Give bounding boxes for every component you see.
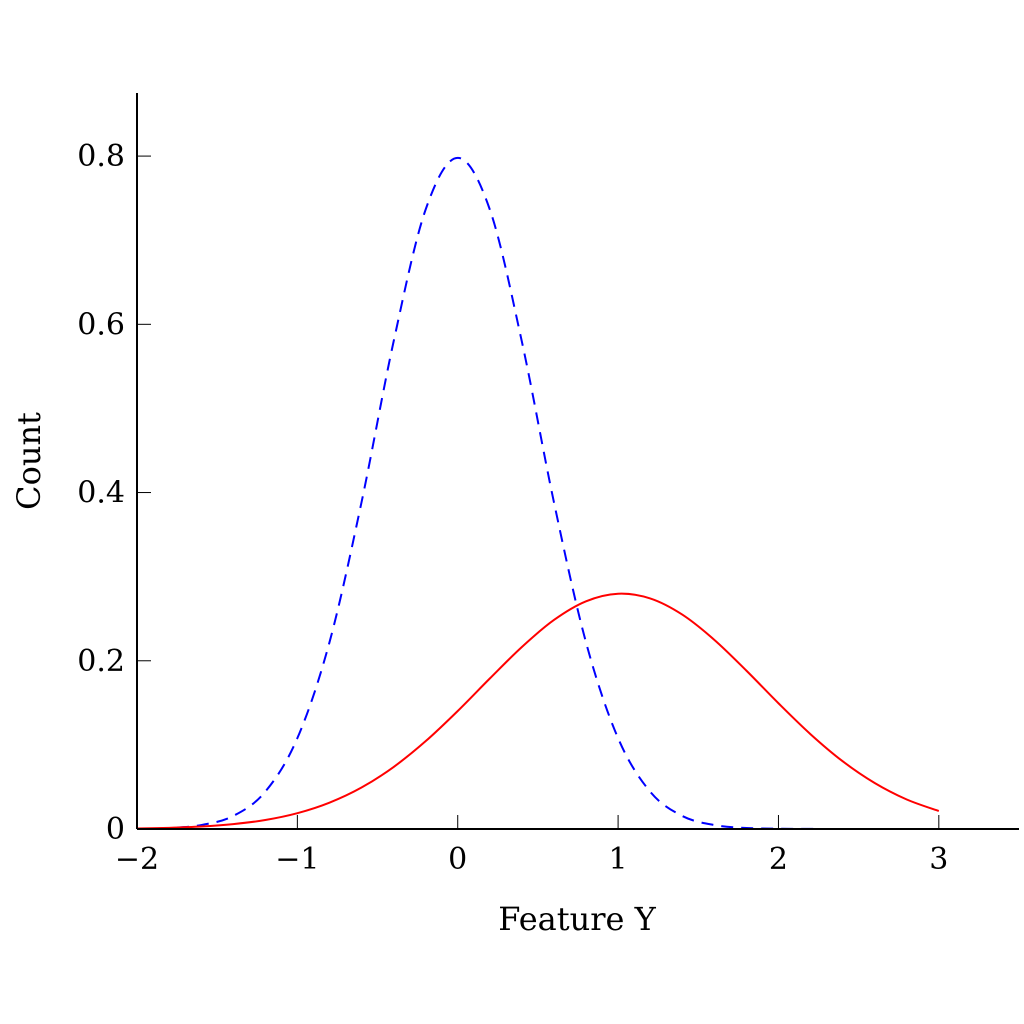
y-tick-label: 0.8 <box>77 139 125 174</box>
y-tick-label: 0 <box>106 812 125 847</box>
x-tick-label: 0 <box>448 842 467 877</box>
x-tick-label: 2 <box>769 842 788 877</box>
y-tick-label: 0.4 <box>77 476 125 511</box>
ticks: −2 −1 0 1 2 3 0 0.2 0.4 0.6 0.8 <box>77 139 948 877</box>
x-tick-label: 3 <box>929 842 948 877</box>
axes <box>136 93 1019 830</box>
series-line-dashed-blue <box>136 156 939 831</box>
y-tick-label: 0.6 <box>77 307 125 342</box>
y-axis-title: Count <box>10 412 48 510</box>
x-axis-title: Feature Y <box>498 900 656 938</box>
series-line-solid-red <box>136 592 940 830</box>
plot-area <box>136 156 940 831</box>
y-tick-label: 0.2 <box>77 644 125 679</box>
x-tick-label: 1 <box>609 842 628 877</box>
x-tick-label: −2 <box>115 842 159 877</box>
x-tick-label: −1 <box>275 842 319 877</box>
